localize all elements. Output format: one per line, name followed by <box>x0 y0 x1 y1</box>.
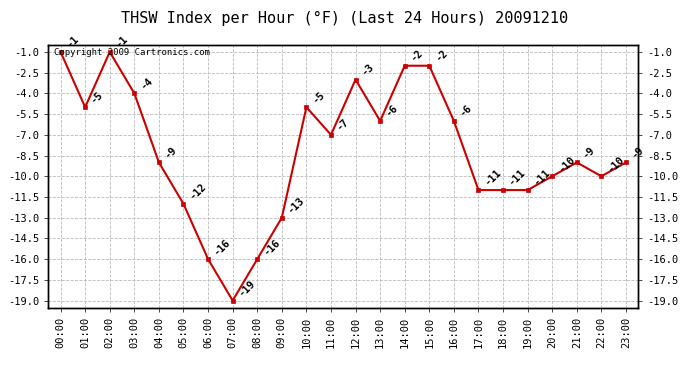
Text: -1: -1 <box>114 34 130 50</box>
Text: -5: -5 <box>310 89 326 105</box>
Text: -16: -16 <box>213 237 233 257</box>
Text: -7: -7 <box>335 117 351 133</box>
Text: -4: -4 <box>139 75 155 91</box>
Text: -11: -11 <box>532 168 552 188</box>
Text: -16: -16 <box>262 237 282 257</box>
Text: -6: -6 <box>458 103 474 119</box>
Text: -5: -5 <box>89 89 106 105</box>
Text: -9: -9 <box>581 144 597 160</box>
Text: -12: -12 <box>188 182 208 202</box>
Text: -11: -11 <box>482 168 503 188</box>
Text: -10: -10 <box>556 154 577 174</box>
Text: -1: -1 <box>65 34 81 50</box>
Text: -13: -13 <box>286 195 306 216</box>
Text: -2: -2 <box>433 48 449 63</box>
Text: THSW Index per Hour (°F) (Last 24 Hours) 20091210: THSW Index per Hour (°F) (Last 24 Hours)… <box>121 11 569 26</box>
Text: -11: -11 <box>507 168 528 188</box>
Text: -9: -9 <box>163 144 179 160</box>
Text: -9: -9 <box>630 144 646 160</box>
Text: -19: -19 <box>237 278 257 298</box>
Text: -2: -2 <box>409 48 425 63</box>
Text: Copyright 2009 Cartronics.com: Copyright 2009 Cartronics.com <box>55 48 210 57</box>
Text: -6: -6 <box>384 103 400 119</box>
Text: -3: -3 <box>359 62 375 77</box>
Text: -10: -10 <box>606 154 626 174</box>
